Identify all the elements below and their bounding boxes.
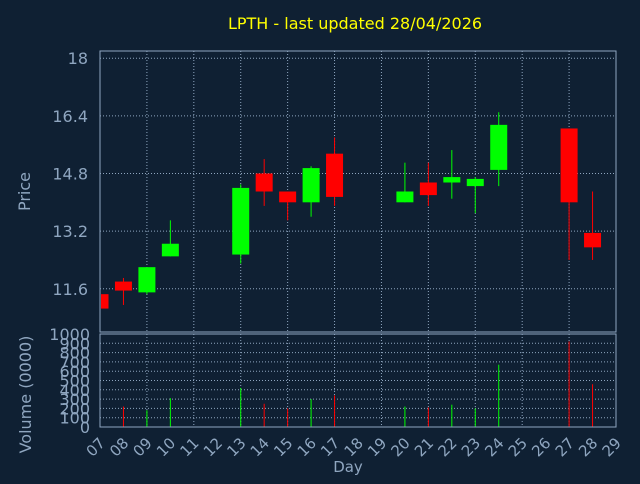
price-panel-frame	[99, 50, 617, 333]
x-tick-label: 25	[505, 434, 531, 460]
candle-body	[326, 153, 344, 197]
candle-body	[419, 182, 437, 196]
x-tick-label: 17	[317, 434, 343, 460]
x-tick-label: 08	[106, 434, 132, 460]
price-y-tick-label: 16.4	[52, 107, 88, 126]
x-tick-label: 19	[364, 434, 390, 460]
volume-y-tick-label: 600	[59, 362, 90, 381]
price-y-tick-label: 11.6	[52, 280, 88, 299]
candle-body	[232, 187, 250, 255]
volume-y-tick-label: 500	[59, 372, 90, 391]
volume-axis-label: Volume (0000)	[16, 336, 35, 454]
x-tick-label: 21	[411, 434, 437, 460]
x-tick-labels: 0708091011121314151617181920212223242526…	[83, 434, 625, 460]
volume-y-tick-label: 800	[59, 344, 90, 363]
volume-y-tick-label: 700	[59, 353, 90, 372]
volume-y-tick-label: 300	[59, 390, 90, 409]
candle-body	[138, 267, 156, 293]
x-axis-label: Day	[333, 458, 363, 476]
candle-body	[584, 232, 602, 248]
volume-y-tick-label: 1000	[49, 325, 90, 344]
x-tick-label: 10	[153, 434, 179, 460]
x-tick-label: 15	[270, 434, 296, 460]
price-y-tick-label: 18	[68, 49, 88, 68]
candle-body	[279, 191, 297, 203]
price-y-tick-label: 13.2	[52, 222, 88, 241]
volume-y-tick-label: 0	[80, 418, 90, 437]
candle-body	[302, 168, 320, 203]
candle-body	[443, 177, 461, 183]
volume-y-tick-label: 100	[59, 409, 90, 428]
x-tick-label: 28	[575, 434, 601, 460]
candle-body	[161, 243, 179, 257]
price-gridlines	[100, 51, 616, 332]
x-tick-label: 09	[130, 434, 156, 460]
volume-panel-frame	[99, 333, 617, 428]
x-tick-label: 12	[200, 434, 226, 460]
candle-body	[466, 178, 484, 187]
x-tick-label: 11	[176, 434, 202, 460]
candles	[99, 112, 602, 311]
candle-body	[114, 281, 132, 291]
candle-body	[101, 294, 109, 309]
x-tick-label: 29	[599, 434, 625, 460]
x-tick-label: 07	[83, 434, 109, 460]
price-axis-label: Price	[15, 172, 34, 211]
candle-body	[255, 173, 273, 192]
x-tick-label: 26	[528, 434, 554, 460]
candle-body	[560, 128, 578, 203]
volume-y-tick-label: 400	[59, 381, 90, 400]
x-tick-label: 20	[388, 434, 414, 460]
x-tick-label: 23	[458, 434, 484, 460]
x-tick-label: 27	[552, 434, 578, 460]
volume-bars	[122, 341, 594, 427]
x-tick-label: 13	[223, 434, 249, 460]
x-tick-label: 24	[481, 434, 507, 460]
price-y-tick-labels: 18 16.4 14.8 13.2 11.6	[52, 49, 88, 299]
price-y-tick-label: 14.8	[52, 164, 88, 183]
volume-y-tick-label: 200	[59, 399, 90, 418]
x-tick-label: 22	[434, 434, 460, 460]
candle-body	[396, 191, 414, 203]
x-tick-label: 18	[341, 434, 367, 460]
x-tick-label: 16	[294, 434, 320, 460]
chart-title: LPTH - last updated 28/04/2026	[228, 14, 482, 33]
x-tick-label: 14	[247, 434, 273, 460]
volume-y-tick-label: 900	[59, 334, 90, 353]
volume-gridlines	[100, 334, 616, 427]
candle-body	[490, 124, 508, 170]
